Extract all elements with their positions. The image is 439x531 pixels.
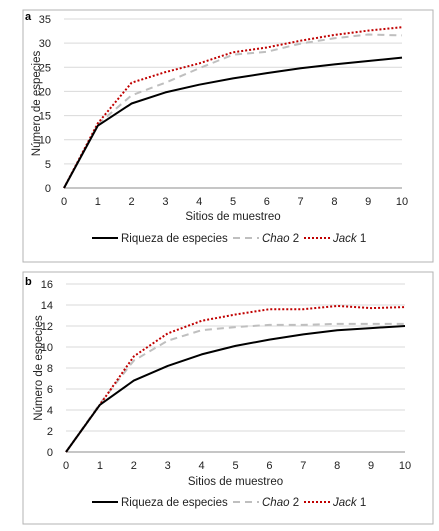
x-tick-label: 2 [131, 460, 137, 472]
x-tick-label: 5 [230, 196, 236, 208]
x-tick-label: 5 [232, 460, 238, 472]
y-tick-label: 16 [41, 279, 53, 291]
x-tick-label: 8 [334, 460, 340, 472]
y-tick-label: 2 [47, 426, 53, 438]
series-line-jack-1 [63, 26, 403, 189]
series-line-chao-2 [63, 33, 403, 189]
y-tick-label: 12 [41, 321, 53, 333]
x-tick-label: 4 [199, 460, 205, 472]
x-tick-label: 10 [396, 196, 408, 208]
x-tick-label: 6 [264, 196, 270, 208]
x-tick-label: 0 [61, 196, 67, 208]
y-tick-label: 10 [39, 135, 51, 147]
series-line-riqueza-de-especies [63, 56, 403, 189]
y-tick-label: 25 [39, 62, 51, 74]
x-tick-label: 4 [196, 196, 202, 208]
panel-label: b [25, 276, 32, 288]
legend-label: Chao 2 [262, 497, 299, 509]
y-tick-label: 10 [41, 342, 53, 354]
legend-label: Riqueza de especies [121, 497, 228, 509]
x-tick-label: 1 [95, 196, 101, 208]
x-tick-label: 10 [399, 460, 411, 472]
x-tick-label: 1 [97, 460, 103, 472]
x-tick-label: 9 [365, 196, 371, 208]
chart-panel-a: a 0 5 10 15 20 25 30 35 0 1 2 3 4 5 6 7 8 9 10 Sitios de mue… [25, 11, 408, 245]
x-tick-label: 7 [298, 196, 304, 208]
x-axis-title: Sitios de muestreo [185, 211, 280, 223]
x-axis-title: Sitios de muestreo [188, 476, 283, 488]
legend-label: Jack 1 [332, 497, 366, 509]
x-tick-label: 3 [165, 460, 171, 472]
series-line-chao-2 [65, 322, 405, 453]
x-tick-label: 0 [63, 460, 69, 472]
x-tick-label: 8 [331, 196, 337, 208]
y-tick-label: 0 [45, 183, 51, 195]
y-axis-title: Número de especies [31, 51, 43, 157]
x-tick-label: 9 [368, 460, 374, 472]
y-tick-label: 20 [39, 86, 51, 98]
y-tick-label: 30 [39, 38, 51, 50]
y-tick-label: 4 [47, 405, 53, 417]
y-axis-title: Número de especies [33, 315, 45, 421]
x-tick-label: 7 [300, 460, 306, 472]
y-tick-label: 0 [47, 447, 53, 459]
y-tick-label: 5 [45, 159, 51, 171]
series-line-jack-1 [65, 305, 406, 453]
legend-label: Riqueza de especies [121, 233, 228, 245]
legend-label: Jack 1 [332, 233, 366, 245]
series-line-riqueza-de-especies [65, 325, 406, 453]
legend-label: Chao 2 [262, 233, 299, 245]
panel-b-frame [22, 271, 434, 525]
y-tick-label: 6 [47, 384, 53, 396]
x-tick-label: 3 [162, 196, 168, 208]
x-tick-label: 6 [266, 460, 272, 472]
x-tick-label: 2 [129, 196, 135, 208]
y-tick-label: 15 [39, 111, 51, 123]
y-tick-label: 35 [39, 14, 51, 26]
panel-a-frame [22, 9, 434, 263]
y-tick-label: 14 [41, 300, 53, 312]
y-tick-label: 8 [47, 363, 53, 375]
panel-label: a [25, 11, 32, 23]
